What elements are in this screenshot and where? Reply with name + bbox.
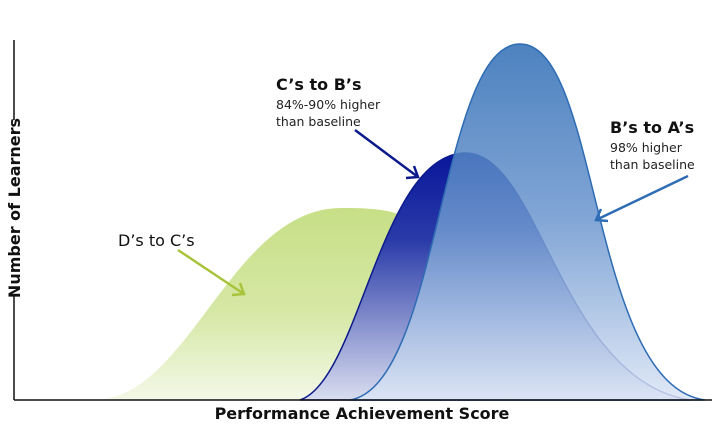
annotation-title: B’s to A’s [610, 118, 694, 137]
annotation-text: 84%-90% higher [276, 97, 381, 112]
green-arrow [177, 248, 246, 297]
annotation-text: than baseline [610, 157, 695, 172]
blue-curve [349, 43, 706, 401]
y-label-bg [4, 120, 24, 296]
annotation-title: D’s to C’s [118, 231, 195, 250]
blue-arrow [594, 174, 689, 223]
annotation-title: C’s to B’s [276, 75, 362, 94]
x-axis-label: Performance Achievement Score [215, 404, 510, 423]
annotation-text: than baseline [276, 114, 361, 129]
annotation-text: 98% higher [610, 140, 683, 155]
navy-arrow [354, 128, 420, 180]
y-axis-label: Number of Learners [5, 118, 24, 298]
